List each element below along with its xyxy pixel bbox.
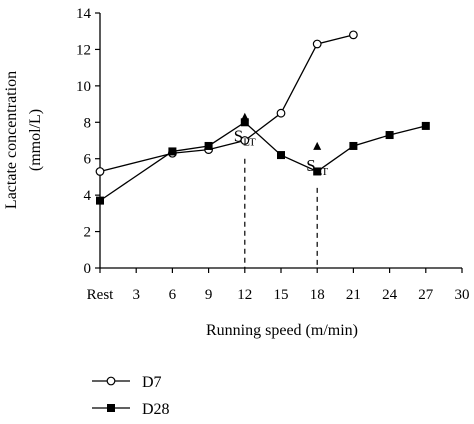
- series-line: [99, 121, 426, 202]
- y-tick-label: 14: [76, 6, 92, 22]
- y-tick-label: 8: [84, 115, 92, 131]
- data-point: [240, 118, 249, 127]
- y-axis-title-line2: (mmol/L): [27, 109, 44, 171]
- y-axis-title-line1: Lactate concentration: [3, 71, 20, 209]
- data-point: [312, 39, 322, 49]
- threshold-label: SLT: [234, 127, 256, 149]
- data-point: [349, 141, 358, 150]
- series-line: [99, 34, 354, 173]
- x-tick-label: 3: [132, 287, 140, 303]
- data-point: [240, 136, 250, 145]
- legend-item: D28: [92, 401, 170, 418]
- y-tick-label: 2: [84, 225, 92, 241]
- threshold-lines: [244, 158, 318, 268]
- data-point: [385, 131, 394, 140]
- legend-label: D28: [142, 401, 170, 418]
- x-axis-title: Running speed (m/min): [206, 322, 358, 339]
- x-tick-label: 24: [382, 287, 398, 303]
- data-point: [96, 196, 104, 205]
- x-tick-label: 30: [455, 287, 470, 303]
- x-tick-label: 27: [418, 287, 434, 303]
- x-tick-label: 15: [274, 287, 289, 303]
- legend-label: D7: [142, 374, 162, 391]
- annotations: SLT SLT: [234, 112, 328, 178]
- x-tick-label: 12: [237, 287, 252, 303]
- legend: D7 D28: [92, 374, 170, 418]
- data-point: [95, 167, 105, 176]
- x-tick-label: Rest: [87, 287, 115, 303]
- data-point: [349, 30, 358, 40]
- data-point: [277, 151, 285, 160]
- legend-marker: [106, 376, 116, 386]
- x-tick-label: 6: [169, 287, 177, 303]
- threshold-arrow-icon: [313, 141, 322, 150]
- x-tick-label: 18: [310, 287, 325, 303]
- y-tick-label: 12: [76, 42, 91, 58]
- data-point: [204, 141, 213, 150]
- threshold-label: SLT: [306, 156, 328, 178]
- series-d7: [95, 30, 358, 176]
- data-point: [421, 121, 430, 130]
- data-point: [276, 108, 286, 118]
- x-tick-label: 21: [346, 287, 361, 303]
- threshold-arrow-icon: [240, 112, 249, 121]
- series-group: [95, 30, 430, 205]
- x-tick-label: 9: [205, 287, 213, 303]
- legend-item: D7: [92, 374, 162, 391]
- legend-marker: [107, 404, 115, 412]
- series-d28: [96, 118, 430, 205]
- y-tick-label: 4: [84, 188, 92, 204]
- y-tick-label: 10: [76, 79, 91, 95]
- data-point: [313, 167, 322, 176]
- y-tick-label: 6: [84, 152, 92, 168]
- y-tick-label: 0: [84, 261, 92, 277]
- data-point: [168, 147, 177, 156]
